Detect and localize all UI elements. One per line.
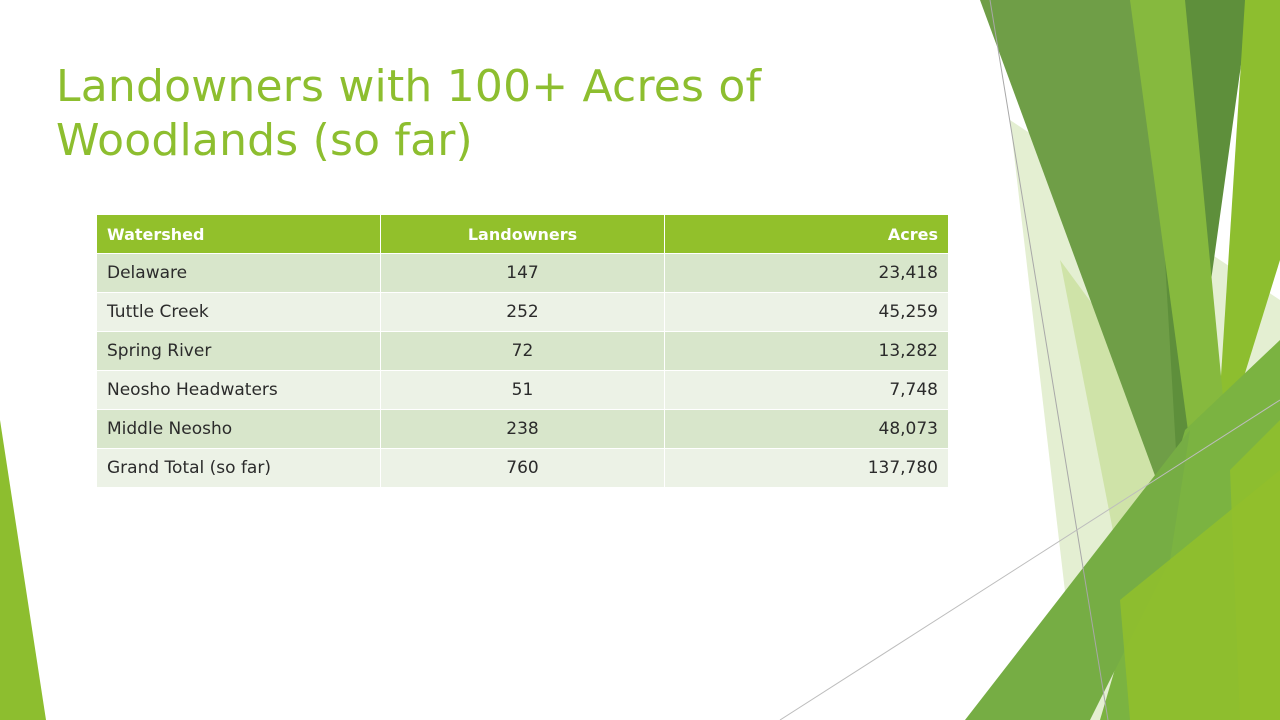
cell-acres: 7,748 (664, 370, 949, 410)
table-row: Middle Neosho 238 48,073 (96, 409, 949, 449)
header-acres: Acres (664, 214, 949, 254)
table-row: Delaware 147 23,418 (96, 253, 949, 293)
right-mid-facet (1130, 0, 1230, 520)
cell-acres: 23,418 (664, 253, 949, 293)
cell-landowners: 252 (380, 292, 665, 332)
cell-landowners: 51 (380, 370, 665, 410)
right-dark-facet (980, 0, 1200, 530)
bottom-center-facet (965, 430, 1190, 720)
cell-watershed: Middle Neosho (96, 409, 381, 449)
table-row: Tuttle Creek 252 45,259 (96, 292, 949, 332)
table-header-row: Watershed Landowners Acres (96, 214, 949, 254)
left-edge-facet (0, 420, 46, 720)
cell-watershed: Spring River (96, 331, 381, 371)
cell-landowners: 238 (380, 409, 665, 449)
cell-acres: 137,780 (664, 448, 949, 488)
thin-diagonal-line (989, 0, 1109, 720)
bottom-bright-facet (1120, 470, 1280, 720)
table-row: Spring River 72 13,282 (96, 331, 949, 371)
table-row: Neosho Headwaters 51 7,748 (96, 370, 949, 410)
header-landowners: Landowners (380, 214, 665, 254)
cell-watershed: Neosho Headwaters (96, 370, 381, 410)
cell-watershed: Delaware (96, 253, 381, 293)
table-row-total: Grand Total (so far) 760 137,780 (96, 448, 949, 488)
cell-landowners: 760 (380, 448, 665, 488)
cell-landowners: 147 (380, 253, 665, 293)
cell-acres: 45,259 (664, 292, 949, 332)
thin-cross-line (779, 399, 1280, 720)
slide-title: Landowners with 100+ Acres of Woodlands … (56, 60, 956, 168)
cell-watershed: Tuttle Creek (96, 292, 381, 332)
cell-acres: 13,282 (664, 331, 949, 371)
header-watershed: Watershed (96, 214, 381, 254)
right-bright-facet (1215, 0, 1280, 470)
slide-title-line-1: Landowners with 100+ Acres of (56, 61, 762, 112)
cell-landowners: 72 (380, 331, 665, 371)
cell-watershed: Grand Total (so far) (96, 448, 381, 488)
watershed-table: Watershed Landowners Acres Delaware 147 … (96, 214, 949, 488)
cell-acres: 48,073 (664, 409, 949, 449)
slide-title-line-2: Woodlands (so far) (56, 115, 473, 166)
